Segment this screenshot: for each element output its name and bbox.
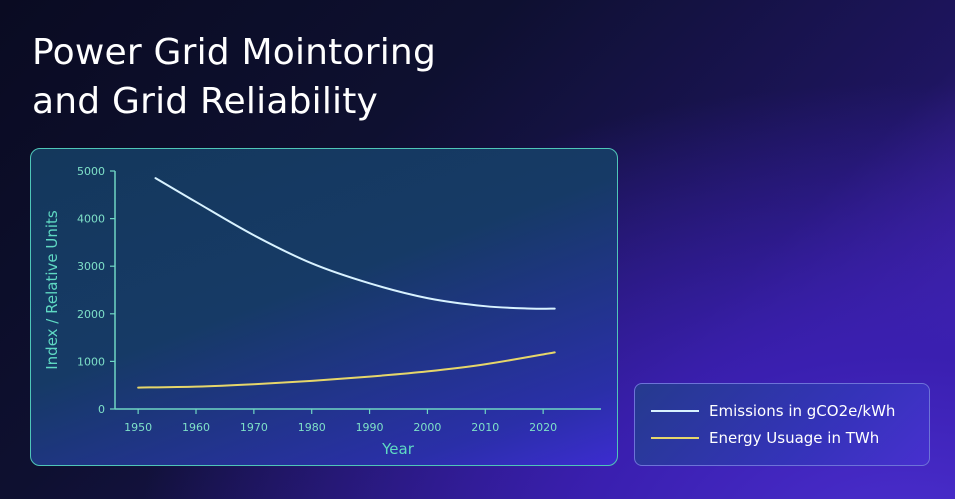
legend-swatch-energy bbox=[651, 437, 699, 439]
series-line-emissions bbox=[154, 177, 556, 310]
x-tick-label: 2010 bbox=[471, 421, 499, 434]
y-tick-label: 5000 bbox=[77, 165, 105, 178]
legend-label-energy: Energy Usuage in TWh bbox=[709, 429, 880, 447]
x-tick-label: 2000 bbox=[413, 421, 441, 434]
x-tick-label: 1970 bbox=[240, 421, 268, 434]
y-tick-label: 1000 bbox=[77, 355, 105, 368]
legend: Emissions in gCO2e/kWh Energy Usuage in … bbox=[634, 383, 930, 466]
legend-item-energy: Energy Usuage in TWh bbox=[651, 428, 879, 448]
x-axis-title: Year bbox=[381, 440, 415, 458]
axes: 0 1000 2000 3000 4000 5000 1950 1960 1970 1980 199… bbox=[43, 165, 601, 458]
page-title-line-1: Power Grid Mointoring bbox=[32, 32, 436, 73]
page-title-line-2: and Grid Reliability bbox=[32, 81, 379, 122]
x-tick-label: 1980 bbox=[298, 421, 326, 434]
x-tick-label: 2020 bbox=[529, 421, 557, 434]
x-tick-label: 1960 bbox=[182, 421, 210, 434]
y-tick-label: 2000 bbox=[77, 308, 105, 321]
x-tick-label: 1990 bbox=[356, 421, 384, 434]
page-title: Power Grid Mointoring and Grid Reliabili… bbox=[32, 28, 436, 126]
chart-panel: 0 1000 2000 3000 4000 5000 1950 1960 1970 1980 199… bbox=[30, 148, 618, 466]
y-tick-label: 4000 bbox=[77, 213, 105, 226]
legend-swatch-emissions bbox=[651, 410, 699, 412]
series-line-energy bbox=[137, 351, 556, 389]
legend-item-emissions: Emissions in gCO2e/kWh bbox=[651, 401, 895, 421]
y-tick-label: 0 bbox=[98, 403, 105, 416]
y-tick-label: 3000 bbox=[77, 260, 105, 273]
y-axis-title: Index / Relative Units bbox=[43, 210, 61, 370]
series-layer bbox=[137, 177, 556, 389]
x-tick-label: 1950 bbox=[124, 421, 152, 434]
line-chart: 0 1000 2000 3000 4000 5000 1950 1960 1970 1980 199… bbox=[43, 165, 601, 458]
legend-label-emissions: Emissions in gCO2e/kWh bbox=[709, 402, 896, 420]
